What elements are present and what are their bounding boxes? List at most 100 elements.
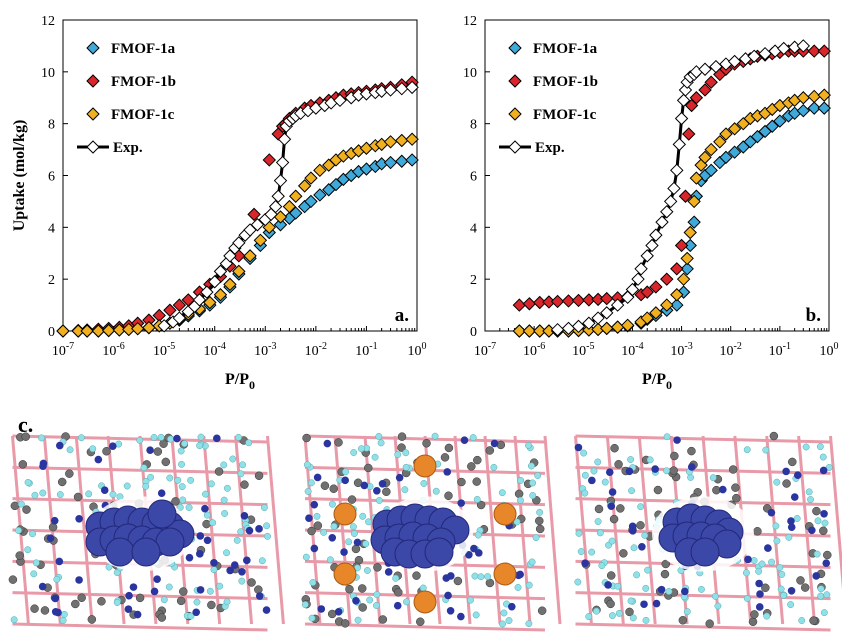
- data-point: [817, 101, 831, 115]
- guest-molecule: [424, 537, 454, 567]
- data-point: [698, 62, 712, 76]
- framework-fluorine: [245, 439, 253, 447]
- x-tick-label: 10-2: [720, 341, 742, 359]
- data-point: [273, 210, 288, 224]
- data-point: [313, 163, 327, 178]
- framework-node: [457, 499, 465, 507]
- framework-carbon: [485, 578, 495, 588]
- framework-node: [360, 481, 369, 490]
- framework-fluorine: [264, 532, 271, 540]
- data-point: [719, 127, 733, 141]
- framework-fluorine: [785, 533, 793, 541]
- framework-fluorine: [574, 578, 582, 586]
- data-point: [649, 228, 663, 242]
- framework-fluorine: [350, 449, 358, 456]
- framework-carbon: [440, 453, 450, 462]
- framework-node: [196, 532, 205, 540]
- y-tick-label: 8: [470, 118, 477, 133]
- framework-fluorine: [30, 570, 38, 578]
- framework-carbon: [8, 575, 18, 584]
- framework-node: [588, 476, 596, 485]
- framework-fluorine: [474, 531, 482, 539]
- data-point: [807, 44, 821, 58]
- data-point: [213, 264, 228, 279]
- framework-fluorine: [750, 557, 758, 564]
- framework-fluorine: [207, 480, 215, 488]
- x-tick-label: 10-2: [305, 341, 327, 359]
- data-point: [670, 298, 684, 312]
- framework-fluorine: [301, 601, 309, 609]
- framework-node: [334, 607, 343, 616]
- framework-fluorine: [53, 575, 61, 583]
- data-point: [200, 285, 214, 299]
- framework-fluorine: [780, 591, 788, 599]
- framework-fluorine: [663, 467, 671, 475]
- legend-marker: [86, 74, 100, 88]
- framework-fluorine: [237, 470, 245, 478]
- data-point: [112, 323, 127, 337]
- legend-label: Exp.: [535, 140, 565, 156]
- framework-carbon: [444, 443, 454, 453]
- framework-node: [185, 553, 194, 562]
- framework-bond: [797, 435, 817, 625]
- framework-bond: [575, 622, 831, 632]
- framework-node: [787, 523, 796, 531]
- data-point: [698, 150, 712, 165]
- framework-carbon: [345, 584, 354, 594]
- framework-fluorine: [239, 461, 247, 469]
- framework-fluorine: [536, 508, 544, 516]
- framework-carbon: [610, 443, 619, 453]
- framework-fluorine: [630, 544, 638, 552]
- framework-fluorine: [258, 557, 266, 565]
- framework-fluorine: [326, 556, 334, 564]
- framework-carbon: [65, 469, 74, 478]
- framework-bond: [266, 435, 285, 625]
- framework-fluorine: [165, 583, 173, 591]
- data-point: [383, 83, 398, 97]
- framework-carbon: [594, 504, 604, 514]
- framework-node: [55, 557, 64, 566]
- framework-bond: [74, 435, 94, 625]
- guest-molecule-orange: [333, 562, 357, 586]
- framework-fluorine: [714, 602, 722, 610]
- framework-carbon: [731, 483, 740, 492]
- x-tick-label: 10-6: [102, 341, 124, 359]
- framework-node: [652, 599, 661, 608]
- framework-fluorine: [349, 523, 357, 531]
- data-point: [512, 324, 527, 338]
- framework-node: [764, 544, 772, 552]
- framework-fluorine: [534, 472, 542, 479]
- framework-carbon: [609, 514, 619, 524]
- data-point: [773, 114, 787, 128]
- framework-fluorine: [359, 512, 367, 520]
- framework-fluorine: [665, 588, 673, 595]
- framework-carbon: [748, 617, 758, 626]
- framework-carbon: [796, 576, 805, 585]
- framework-fluorine: [113, 599, 121, 606]
- framework-carbon: [176, 596, 186, 606]
- framework-node: [820, 509, 828, 518]
- framework-fluorine: [609, 612, 616, 620]
- data-point: [807, 89, 821, 104]
- framework-carbon: [364, 463, 373, 473]
- framework-fluorine: [59, 617, 67, 624]
- data-point: [163, 303, 177, 317]
- framework-carbon: [800, 583, 810, 592]
- framework-fluorine: [197, 433, 205, 441]
- framework-node: [226, 566, 234, 575]
- framework-node: [793, 471, 802, 479]
- framework-fluorine: [187, 476, 195, 484]
- framework-node: [393, 601, 402, 610]
- framework-carbon: [453, 576, 463, 586]
- framework-fluorine: [403, 598, 410, 606]
- x-tick-label: 10-3: [254, 341, 276, 359]
- data-point: [383, 135, 398, 149]
- framework-node: [756, 590, 764, 598]
- framework-carbon: [302, 433, 311, 443]
- framework-fluorine: [816, 443, 824, 451]
- framework-carbon: [732, 493, 741, 503]
- framework-fluorine: [529, 479, 537, 487]
- framework-node: [51, 594, 60, 603]
- framework-carbon: [472, 477, 481, 486]
